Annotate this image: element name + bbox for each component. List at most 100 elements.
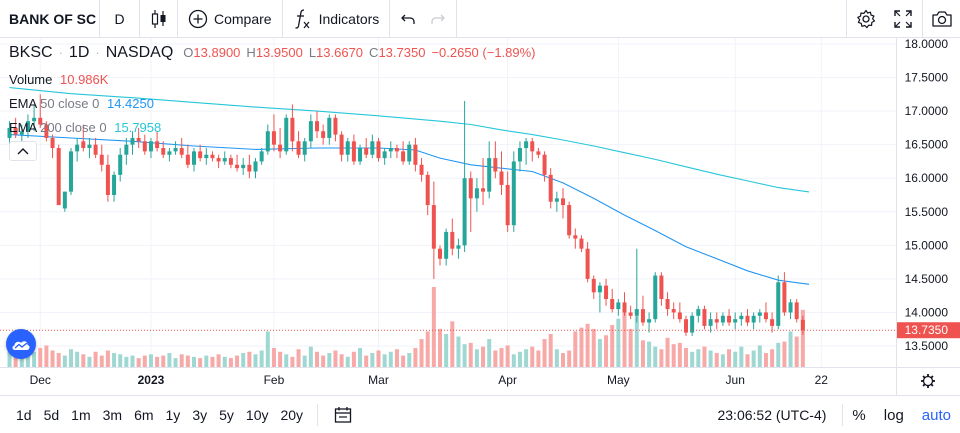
candle-body <box>247 164 252 172</box>
volume-bar <box>376 350 381 367</box>
volume-bar <box>727 349 732 367</box>
x-tick-label: Jun <box>726 373 745 387</box>
candle <box>468 171 473 232</box>
candle-body <box>388 148 393 152</box>
last-price-badge <box>897 322 960 339</box>
candle-body <box>536 151 541 155</box>
fullscreen-button[interactable] <box>884 0 922 38</box>
symbol-label: BANK OF SC <box>9 10 97 27</box>
candle <box>105 154 110 202</box>
candle <box>487 141 492 199</box>
candle-body <box>720 315 725 323</box>
volume-bar <box>44 345 49 367</box>
candle <box>462 101 467 253</box>
undo-redo-group <box>390 0 458 38</box>
volume-bar <box>763 353 768 367</box>
volume-bar <box>321 355 326 367</box>
range-button-3m[interactable]: 3m <box>102 406 123 423</box>
price-chart[interactable]: 18.0000 17.5000 17.0000 16.5000 16.0000 15.50… <box>0 38 960 395</box>
candle <box>327 114 332 145</box>
chart-legend: BKSC · 1D · NASDAQ O13.8900 H13.9500 L13… <box>9 44 536 64</box>
clock-timezone[interactable]: 23:06:52 (UTC-4) <box>717 407 827 423</box>
range-button-20y[interactable]: 20y <box>280 406 304 423</box>
snapshot-button[interactable] <box>922 0 960 38</box>
cloud-chart-icon <box>12 341 30 350</box>
candle <box>32 104 37 132</box>
auto-scale-toggle[interactable]: auto <box>921 406 951 424</box>
volume-bar <box>696 349 701 367</box>
candle <box>776 275 781 330</box>
volume-bar <box>493 350 498 367</box>
settings-button[interactable] <box>846 0 884 38</box>
candle-body <box>450 231 455 249</box>
goto-date-button[interactable] <box>326 406 360 424</box>
compare-button[interactable]: Compare <box>178 0 283 38</box>
volume-legend-value: 10.986K <box>60 72 109 87</box>
volume-bar <box>130 355 135 367</box>
candle <box>99 144 104 172</box>
candle-body <box>763 312 768 320</box>
range-button-6m[interactable]: 6m <box>134 406 154 423</box>
chart-style-button[interactable] <box>140 0 178 38</box>
volume-bar <box>290 356 295 367</box>
redo-icon[interactable] <box>430 11 446 27</box>
date-range-group: 1d 5d 1m 3m 6m 1y 3y 5y 10y 20y <box>0 407 309 423</box>
volume-bar <box>222 356 227 367</box>
range-button-1m[interactable]: 1m <box>71 406 91 423</box>
candle <box>751 312 756 330</box>
candle <box>684 315 688 336</box>
volume-bar <box>204 355 209 367</box>
ohlc-values: O13.8900 H13.9500 L13.6670 C13.7350 −0.2… <box>183 45 535 60</box>
range-button-5d[interactable]: 5d <box>43 406 60 423</box>
x-tick-label: 22 <box>815 373 829 387</box>
range-button-1d[interactable]: 1d <box>16 406 32 423</box>
candle <box>247 154 252 179</box>
candle-body <box>487 158 492 192</box>
indicators-label: Indicators <box>318 10 380 27</box>
y-tick-label: 16.5000 <box>905 138 949 152</box>
percent-scale-toggle[interactable]: % <box>852 406 866 424</box>
candle-body <box>524 141 529 149</box>
ema50-legend[interactable]: EMA 50 close 0 14.4250 <box>9 96 154 111</box>
candle-body <box>69 151 73 192</box>
candle-body <box>278 144 283 152</box>
candle-body <box>788 302 793 313</box>
candle-body <box>118 154 123 175</box>
candle <box>665 292 670 316</box>
log-scale-toggle[interactable]: log <box>883 406 904 424</box>
candle <box>567 201 572 239</box>
candle <box>794 299 799 323</box>
range-button-5y[interactable]: 5y <box>219 406 234 423</box>
candle <box>358 144 363 165</box>
volume-legend[interactable]: Volume 10.986K <box>9 72 108 87</box>
candle-body <box>204 154 209 159</box>
candle <box>136 127 141 149</box>
range-button-1y[interactable]: 1y <box>165 406 181 423</box>
brand-logo-button[interactable] <box>6 329 36 359</box>
interval-button[interactable]: D <box>100 0 140 38</box>
candle-body <box>567 205 572 236</box>
candle-body <box>284 117 289 152</box>
bottom-toolbar: 1d 5d 1m 3m 6m 1y 3y 5y 10y 20y 23:06:52 (UTC-4) … <box>0 395 960 433</box>
indicators-button[interactable]: Indicators <box>283 0 391 38</box>
ema50-legend-params: 50 close 0 <box>40 96 100 111</box>
y-tick-label: 17.5000 <box>905 71 949 85</box>
volume-bar <box>235 355 240 367</box>
legend-collapse-button[interactable] <box>9 141 37 161</box>
symbol-legend-row[interactable]: BKSC · 1D · NASDAQ O13.8900 H13.9500 L13… <box>9 44 536 64</box>
range-button-3y[interactable]: 3y <box>192 406 208 423</box>
candle-body <box>561 198 565 206</box>
candle <box>315 111 319 138</box>
legend-ticker: BKSC <box>9 44 53 61</box>
symbol-search-button[interactable]: BANK OF SC <box>0 0 100 38</box>
undo-icon[interactable] <box>400 11 416 27</box>
candle-body <box>327 117 332 138</box>
range-button-10y[interactable]: 10y <box>245 406 269 423</box>
ema200-legend[interactable]: EMA 200 close 0 15.7958 <box>9 120 161 135</box>
candle-body <box>456 245 461 249</box>
candle-body <box>216 158 221 162</box>
candle <box>628 305 633 320</box>
candle-body <box>321 131 326 138</box>
candle <box>284 114 289 155</box>
candle-body <box>499 171 504 185</box>
